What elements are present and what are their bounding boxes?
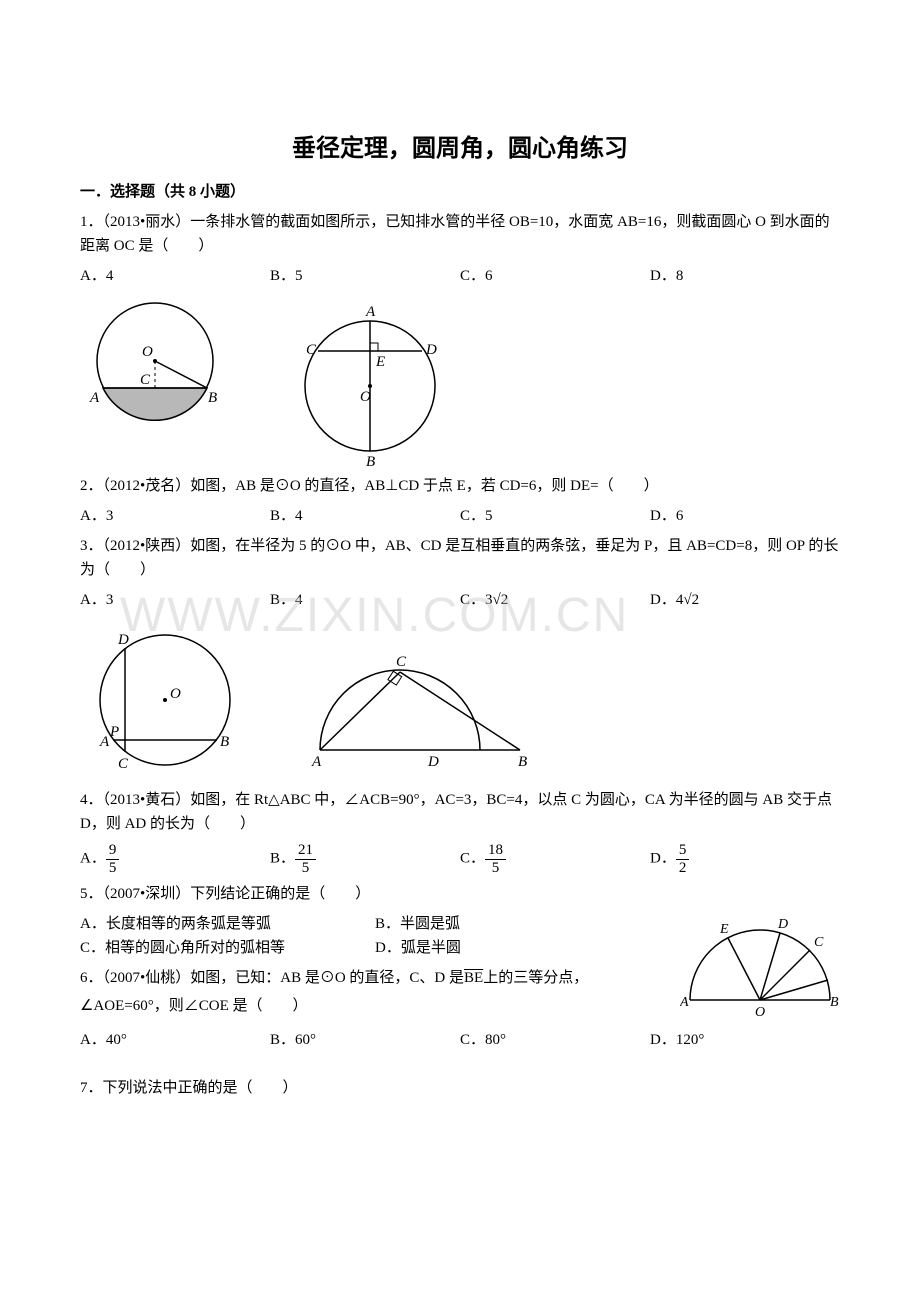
svg-text:B: B	[518, 754, 527, 770]
question-5-choices: A．长度相等的两条弧是等弧 B．半圆是弧 C．相等的圆心角所对的弧相等 D．弧是…	[80, 912, 670, 960]
question-7-text: 7．下列说法中正确的是（ ）	[80, 1076, 840, 1100]
choice-a: A．3	[80, 588, 270, 612]
choice-c: C．80°	[460, 1028, 650, 1052]
svg-text:C: C	[140, 372, 151, 388]
choice-d: D．52	[650, 842, 840, 876]
choice-a: A．95	[80, 842, 270, 876]
svg-text:D: D	[425, 342, 437, 358]
svg-text:D: D	[427, 754, 439, 770]
svg-text:D: D	[777, 917, 788, 932]
svg-text:B: B	[220, 734, 229, 750]
svg-text:B: B	[208, 390, 217, 406]
svg-text:E: E	[719, 922, 729, 937]
figure-q6: A B O E D C	[680, 910, 840, 1020]
figure-q1: O C A B	[80, 296, 230, 436]
svg-text:O: O	[360, 389, 371, 405]
svg-text:O: O	[755, 1005, 765, 1020]
choice-c: C．3√2	[460, 588, 650, 612]
svg-text:C: C	[396, 654, 407, 670]
question-2-choices: A．3 B．4 C．5 D．6	[80, 504, 840, 528]
choice-c: C．5	[460, 504, 650, 528]
svg-text:C: C	[306, 342, 317, 358]
svg-text:A: A	[311, 754, 322, 770]
choice-c: C．6	[460, 264, 650, 288]
choice-b: B．215	[270, 842, 460, 876]
choice-a: A．3	[80, 504, 270, 528]
question-1-choices: A．4 B．5 C．6 D．8	[80, 264, 840, 288]
question-2-text: 2．（2012•茂名）如图，AB 是⊙O 的直径，AB⊥CD 于点 E，若 CD…	[80, 474, 840, 498]
svg-text:B: B	[830, 995, 839, 1010]
svg-text:D: D	[117, 632, 129, 648]
choice-d: D．6	[650, 504, 840, 528]
choice-c: C．185	[460, 842, 650, 876]
svg-text:B: B	[366, 454, 375, 466]
question-6-choices: A．40° B．60° C．80° D．120°	[80, 1028, 840, 1052]
choice-b: B．5	[270, 264, 460, 288]
choice-d: D．120°	[650, 1028, 840, 1052]
choice-b: B．4	[270, 504, 460, 528]
choice-d: D．弧是半圆	[375, 936, 670, 960]
svg-text:A: A	[365, 304, 376, 320]
svg-text:O: O	[142, 344, 153, 360]
question-3-text: 3．（2012•陕西）如图，在半径为 5 的⊙O 中，AB、CD 是互相垂直的两…	[80, 534, 840, 582]
choice-c: C．相等的圆心角所对的弧相等	[80, 936, 375, 960]
svg-text:C: C	[118, 756, 129, 772]
choice-d: D．4√2	[650, 588, 840, 612]
choice-b: B．4	[270, 588, 460, 612]
figure-q3: O A B D C P	[80, 620, 240, 780]
svg-text:O: O	[170, 686, 181, 702]
svg-text:E: E	[375, 354, 385, 370]
question-3-choices: A．3 B．4 C．3√2 D．4√2	[80, 588, 840, 612]
svg-text:C: C	[814, 935, 824, 950]
question-1-text: 1．（2013•丽水）一条排水管的截面如图所示，已知排水管的半径 OB=10，水…	[80, 210, 840, 258]
question-4-choices: A．95 B．215 C．185 D．52	[80, 842, 840, 876]
question-5-text: 5．（2007•深圳）下列结论正确的是（ ）	[80, 882, 840, 906]
choice-b: B．60°	[270, 1028, 460, 1052]
figure-q2: A B C D E O	[290, 296, 450, 466]
section-heading: 一．选择题（共 8 小题）	[80, 180, 840, 204]
svg-text:P: P	[109, 724, 119, 740]
svg-text:A: A	[680, 995, 689, 1010]
choice-d: D．8	[650, 264, 840, 288]
svg-text:A: A	[99, 734, 110, 750]
choice-a: A．长度相等的两条弧是等弧	[80, 912, 375, 936]
choice-a: A．40°	[80, 1028, 270, 1052]
figure-q4: C A B D	[300, 620, 530, 770]
choice-a: A．4	[80, 264, 270, 288]
question-4-text: 4．（2013•黄石）如图，在 Rt△ABC 中，∠ACB=90°，AC=3，B…	[80, 788, 840, 836]
choice-b: B．半圆是弧	[375, 912, 670, 936]
page-title: 垂径定理，圆周角，圆心角练习	[80, 130, 840, 168]
svg-text:A: A	[89, 390, 100, 406]
